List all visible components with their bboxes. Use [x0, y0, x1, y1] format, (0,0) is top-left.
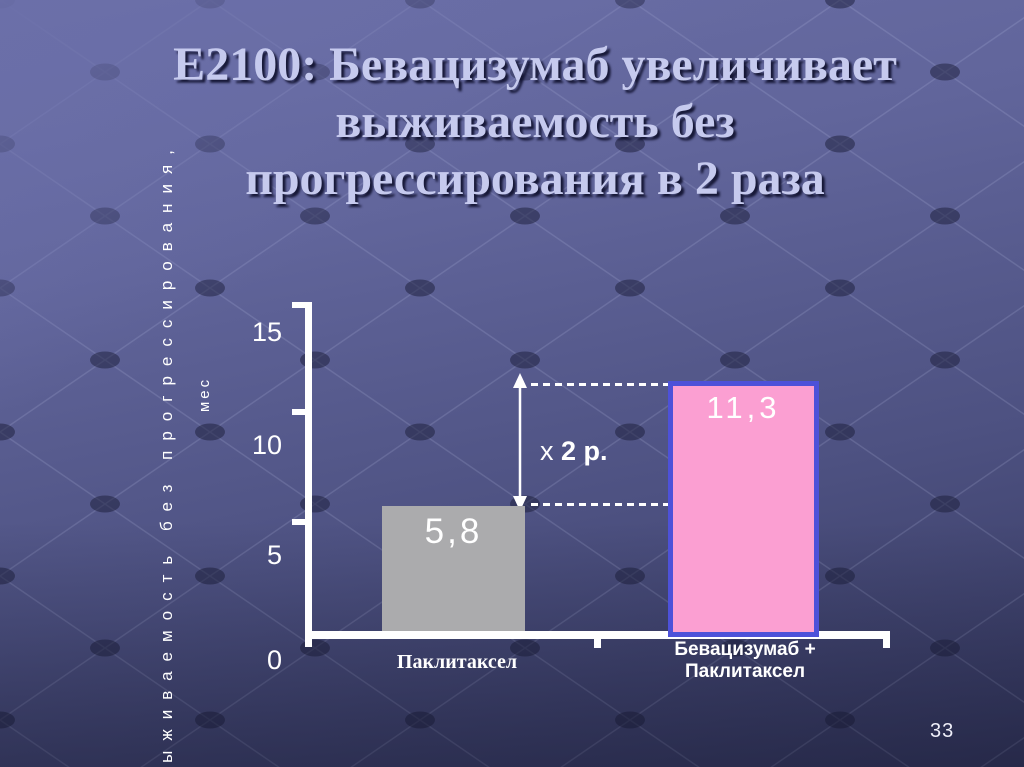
double-arrow-icon	[513, 373, 527, 511]
times-two-annotation: х 2 р.	[540, 436, 608, 467]
slide-title-line-1: Е2100: Бевацизумаб увеличивает	[173, 38, 897, 91]
x-axis-tick-right	[883, 639, 890, 648]
dashed-guide-line-top	[531, 383, 668, 386]
y-axis-tick-5	[292, 519, 305, 525]
dashed-guide-line-bottom	[531, 503, 668, 506]
y-tick-label-0: 0	[266, 645, 282, 675]
bar-bevacizumab-paclitaxel	[668, 381, 819, 637]
x-axis-line	[305, 631, 890, 639]
y-tick-label-5: 5	[266, 540, 282, 570]
category-label-line-2: Паклитаксел	[684, 661, 806, 682]
x-axis-tick-middle	[594, 639, 601, 648]
slide-title-line-2: выживаемость без	[335, 95, 735, 148]
category-label-paclitaxel: Паклитаксел	[396, 651, 518, 673]
y-axis-line	[305, 302, 312, 647]
times-two-prefix: х	[540, 436, 562, 466]
bar-paclitaxel	[382, 506, 525, 631]
slide-title: Е2100: Бевацизумаб увеличивает выживаемо…	[90, 36, 980, 207]
times-two-bold: 2 р.	[561, 436, 608, 466]
y-axis-title-line-2: мес	[196, 376, 213, 412]
y-axis-tick-15	[292, 302, 305, 308]
slide-title-line-3: прогрессирования в 2 раза	[245, 152, 825, 205]
y-tick-label-10: 10	[251, 430, 282, 460]
bar-value-paclitaxel: 5,8	[424, 512, 483, 551]
category-label-bevacizumab-paclitaxel: Бевацизумаб + Паклитаксел	[640, 639, 850, 683]
y-axis-tick-10	[292, 409, 305, 415]
category-label-line-1: Бевацизумаб +	[674, 639, 816, 660]
bar-value-bevacizumab-paclitaxel: 11,3	[706, 390, 781, 425]
page-number: 33	[930, 720, 955, 742]
y-tick-label-15: 15	[251, 317, 282, 347]
